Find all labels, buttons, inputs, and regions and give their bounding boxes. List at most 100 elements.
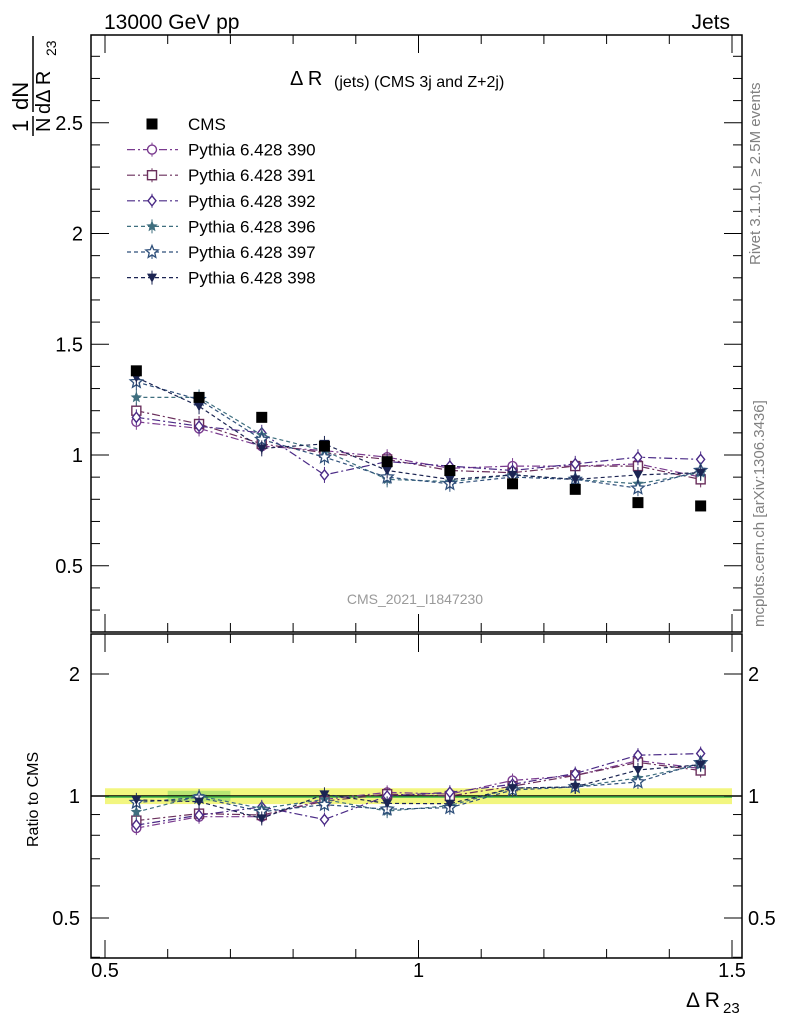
ratio-tick-label-right: 1 <box>748 786 759 808</box>
ratio-y-axis-label: Ratio to CMS <box>25 752 42 847</box>
ratio-point <box>319 790 330 800</box>
series-point <box>130 391 143 403</box>
legend-label: Pythia 6.428 391 <box>188 166 316 185</box>
data-point <box>632 497 644 509</box>
legend-item: Pythia 6.428 397 <box>127 243 316 262</box>
ratio-point <box>632 765 643 775</box>
svg-text:N: N <box>33 118 55 132</box>
y-tick-label: 0.5 <box>55 556 83 578</box>
series-point <box>131 411 142 424</box>
ratio-point <box>319 813 330 826</box>
analysis-watermark: CMS_2021_I1847230 <box>347 591 483 607</box>
ratio-point <box>194 797 205 807</box>
x-tick-label: 1 <box>413 960 424 982</box>
main-plot-frame <box>90 34 743 633</box>
series-point <box>507 470 518 480</box>
series-point <box>316 449 333 464</box>
legend-marker <box>147 273 157 283</box>
y-tick-label: 1 <box>72 445 83 467</box>
x-axis-label-subscript: 23 <box>723 1000 740 1017</box>
legend-item: Pythia 6.428 390 <box>127 141 316 160</box>
ratio-series-line <box>136 761 701 822</box>
ratio-point <box>130 806 143 817</box>
header-energy-label: 13000 GeV pp <box>104 11 239 34</box>
data-point <box>193 391 205 403</box>
data-point <box>318 440 330 452</box>
y-tick-label: 1.5 <box>55 334 83 356</box>
ratio-series-line <box>136 759 701 829</box>
svg-text:dN: dN <box>8 82 33 110</box>
mcplots-site-label: mcplots.cern.ch [arXiv:1306.3436] <box>751 400 768 627</box>
series-point <box>382 466 393 476</box>
svg-text:23: 23 <box>43 40 59 56</box>
data-point <box>695 500 707 512</box>
ratio-point <box>131 795 142 805</box>
data-point <box>256 411 268 423</box>
data-point <box>444 465 456 477</box>
legend-item: CMS <box>146 115 226 134</box>
series-line <box>136 381 701 489</box>
ratio-point <box>131 818 142 832</box>
ratio-tick-label-right: 0.5 <box>748 908 776 930</box>
ratio-tick-label-right: 2 <box>748 664 759 686</box>
x-tick-label: 0.5 <box>91 960 119 982</box>
ratio-point <box>507 784 518 794</box>
rivet-version-label: Rivet 3.1.10, ≥ 2.5M events <box>747 83 764 266</box>
ratio-series-line <box>136 753 701 826</box>
series-point <box>570 475 581 485</box>
axis-ticks: 0.5 1 1.5 0.5 1 1.5 2 2.5 0.5 0.5 1 1 2 2 <box>52 35 776 982</box>
legend-item: Pythia 6.428 396 <box>127 217 316 236</box>
ratio-point <box>316 796 333 812</box>
ratio-point <box>633 749 643 762</box>
data-point <box>569 483 581 495</box>
ratio-point <box>695 760 706 770</box>
ratio-point <box>194 809 204 822</box>
series-point <box>194 420 204 433</box>
legend-label: Pythia 6.428 392 <box>188 192 316 211</box>
series-line <box>136 421 701 478</box>
x-tick-label: 1.5 <box>718 960 746 982</box>
ratio-tick-label: 1 <box>69 786 80 808</box>
legend-marker <box>146 118 158 130</box>
ratio-series-line <box>136 764 701 813</box>
series-point <box>256 444 267 454</box>
chart-title-sub: (jets) (CMS 3j and Z+2j) <box>334 74 504 91</box>
legend-item: Pythia 6.428 392 <box>127 192 316 211</box>
data-point <box>507 478 519 490</box>
data-point <box>381 456 393 468</box>
ratio-series-line <box>136 762 701 813</box>
series-point <box>319 468 330 482</box>
series-point <box>570 457 581 470</box>
series-point <box>630 480 646 495</box>
svg-text:dΔ R: dΔ R <box>33 71 55 114</box>
ratio-point <box>630 773 646 789</box>
legend-marker <box>147 194 157 207</box>
chart-title-main: Δ R <box>290 68 322 90</box>
series-line <box>136 416 701 476</box>
data-point <box>130 365 142 377</box>
series-cms-data <box>130 365 707 512</box>
ratio-series-line <box>136 764 701 820</box>
legend: CMS Pythia 6.428 390 Pythia 6.428 391 Pythi… <box>127 115 316 288</box>
ratio-point <box>570 782 581 792</box>
legend-marker <box>146 220 158 232</box>
x-axis-label: Δ R <box>686 989 720 1012</box>
ratio-tick-label: 0.5 <box>52 908 80 930</box>
series-point <box>633 451 643 464</box>
y-tick-label: 2.5 <box>55 113 83 135</box>
series-point <box>194 402 205 412</box>
series-layer <box>128 365 709 836</box>
ratio-point <box>382 799 393 809</box>
series-line <box>136 376 701 481</box>
main-y-axis-label: 1 N dN dΔ R 23 <box>8 36 59 136</box>
legend-item: Pythia 6.428 398 <box>127 269 316 288</box>
legend-item: Pythia 6.428 391 <box>127 166 316 185</box>
legend-marker <box>146 144 158 155</box>
legend-marker <box>144 243 160 259</box>
series-6 <box>131 369 706 826</box>
y-tick-label: 2 <box>72 224 83 246</box>
legend-label: Pythia 6.428 390 <box>188 141 316 160</box>
series-point <box>695 468 706 478</box>
